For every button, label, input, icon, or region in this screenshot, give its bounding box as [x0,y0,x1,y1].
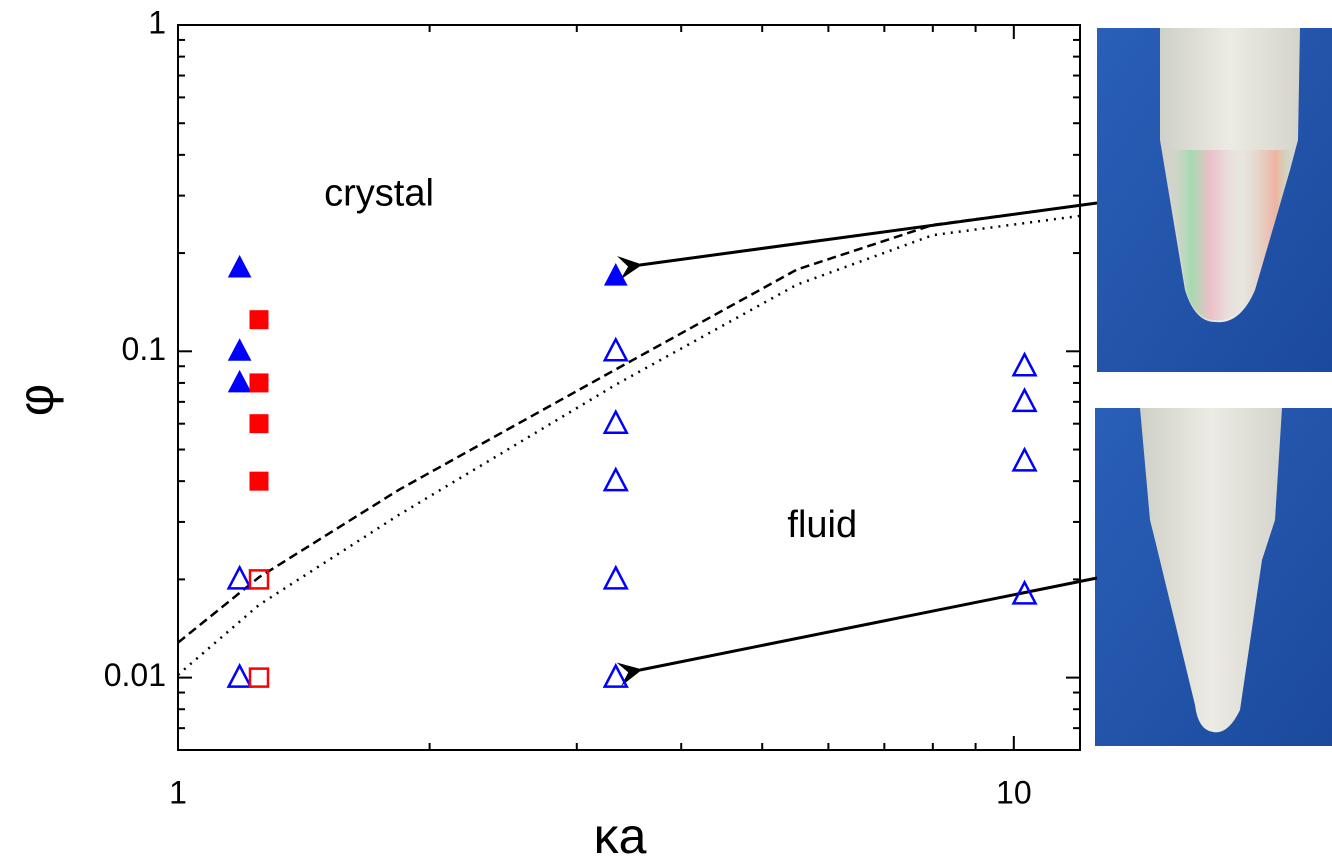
marker-triangle [602,564,629,590]
marker-square [248,569,270,590]
marker-triangle [1011,446,1038,472]
marker-triangle [1011,387,1038,413]
arrow [616,201,1098,280]
boundary-curve [177,214,1081,676]
marker-triangle [227,369,252,393]
marker-triangle [226,662,253,688]
marker-square [248,667,270,688]
photo-fluid [1095,408,1332,746]
arrow [616,576,1098,687]
y-tick-label: 0.01 [104,657,166,693]
marker-triangle [1011,351,1038,377]
marker-square [249,471,269,491]
marker-square [249,310,269,330]
region-label: crystal [324,173,434,215]
marker-triangle [602,662,629,688]
marker-triangle [603,263,628,286]
marker-triangle [1011,579,1038,605]
y-tick-label: 1 [148,4,166,40]
plot-frame [177,24,1081,751]
boundary-curve [177,204,1081,644]
x-tick-label: 1 [169,774,187,810]
marker-triangle [602,336,629,362]
x-axis-label: κa [594,808,647,864]
marker-triangle [227,254,252,278]
marker-square [249,414,269,434]
photo-crystal [1097,28,1332,372]
marker-square [249,373,269,393]
region-label: fluid [787,504,857,546]
marker-triangle [602,466,629,492]
y-axis-label: φ [8,384,64,416]
marker-triangle [226,564,253,590]
x-tick-label: 10 [996,774,1032,810]
y-tick-label: 0.1 [122,331,166,367]
marker-triangle [602,409,629,434]
marker-triangle [227,338,252,361]
